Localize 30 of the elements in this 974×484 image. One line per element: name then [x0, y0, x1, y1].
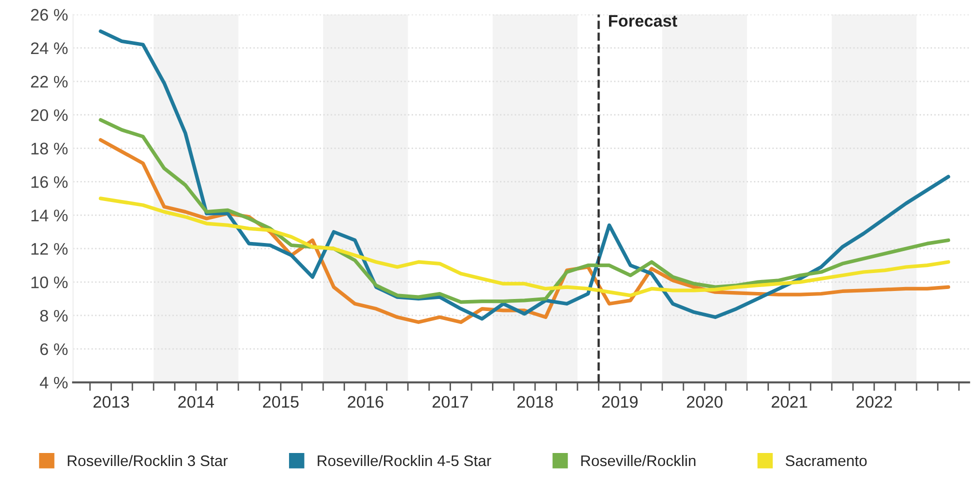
legend-label: Roseville/Rocklin [581, 454, 696, 466]
y-tick-label: 26 % [31, 8, 68, 21]
x-tick-label: 2019 [602, 396, 638, 408]
x-tick-label: 2022 [856, 396, 892, 408]
y-tick-label: 4 % [40, 376, 68, 388]
line-series [98, 196, 950, 298]
x-tick-label: 2021 [772, 396, 808, 408]
y-tick-label: 14 % [31, 210, 68, 222]
x-tick-label: 2016 [348, 396, 384, 408]
y-tick-label: 22 % [31, 76, 68, 88]
line-series [98, 118, 950, 304]
y-tick-label: 18 % [31, 142, 68, 154]
x-tick-label: 2014 [178, 396, 214, 408]
ref-line-label: Forecast [609, 15, 678, 27]
x-tick-label: 2017 [432, 396, 468, 408]
y-tick-label: 10 % [31, 276, 68, 288]
y-tick-label: 6 % [40, 343, 68, 356]
y-tick-label: 20 % [31, 109, 68, 122]
y-tick-label: 24 % [31, 42, 68, 54]
legend-label: Roseville/Rocklin 4-5 Star [318, 454, 492, 466]
x-tick-label: 2018 [517, 396, 553, 408]
y-tick-label: 16 % [31, 176, 68, 188]
y-tick-label: 8 % [40, 310, 68, 322]
x-tick-label: 2015 [263, 396, 299, 408]
x-tick-label: 2020 [686, 396, 723, 408]
legend-label: Sacramento [786, 455, 867, 466]
x-tick-label: 2013 [94, 396, 130, 408]
legend-label: Roseville/Rocklin 3 Star [68, 454, 228, 466]
y-tick-label: 12 % [31, 243, 68, 255]
line-series [98, 29, 950, 321]
